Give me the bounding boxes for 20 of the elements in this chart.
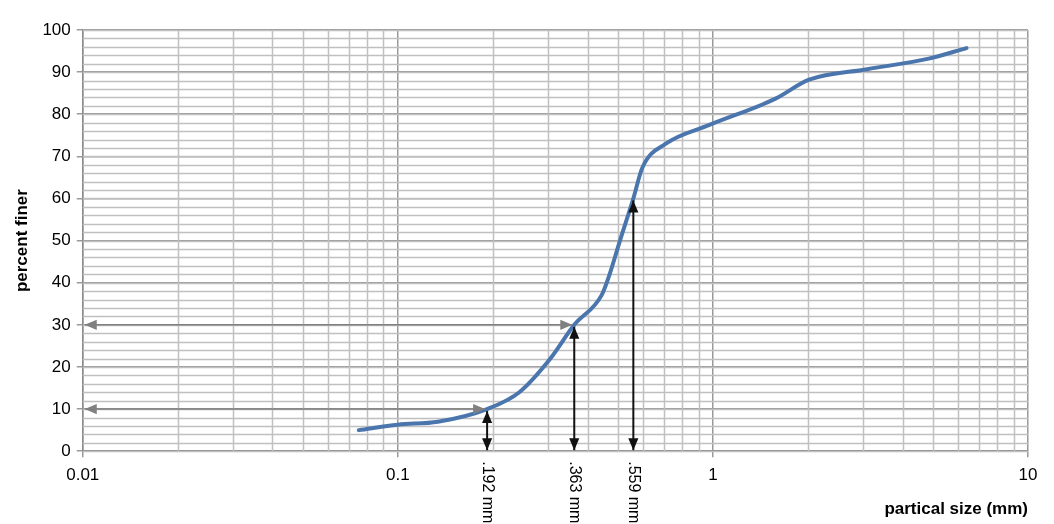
y-tick-label: 10: [51, 398, 71, 418]
y-tick-label: 70: [51, 146, 71, 166]
x-tick-label: 10: [1018, 465, 1038, 485]
y-tick-label: 30: [51, 314, 71, 334]
annotation: .192 mm: [479, 461, 497, 524]
y-axis-title: percent finer: [11, 188, 31, 293]
y-tick-label: 90: [51, 61, 71, 81]
y-tick-label: 40: [51, 272, 71, 292]
annotation: .363 mm: [566, 461, 584, 524]
y-tick-label: 50: [51, 230, 71, 250]
y-tick-label: 80: [51, 103, 71, 123]
y-tick-label: 60: [51, 188, 71, 208]
x-axis-title: partical size (mm): [884, 499, 1028, 519]
y-tick-label: 100: [42, 19, 71, 39]
y-tick-label: 20: [51, 356, 71, 376]
x-tick-label: 0.1: [386, 465, 410, 485]
y-tick-label: 0: [61, 440, 71, 460]
x-tick-label: 0.01: [66, 465, 100, 485]
x-tick-label: 1: [708, 465, 718, 485]
annotation: .559 mm: [625, 461, 643, 524]
